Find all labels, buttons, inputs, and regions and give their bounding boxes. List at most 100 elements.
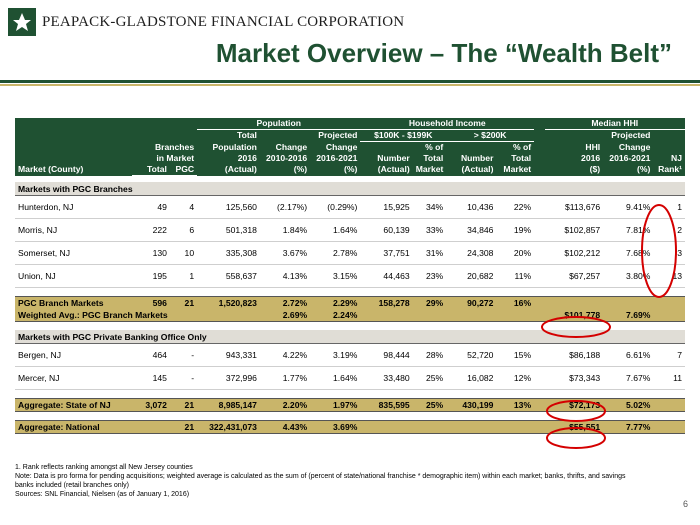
table-cell: 3.15% [310, 264, 361, 288]
table-cell [603, 296, 654, 309]
state-aggregate-row: Aggregate: State of NJ 3,072 21 8,985,147 2.… [15, 398, 685, 412]
table-cell: 37,751 [360, 241, 413, 265]
col-head: (Actual) [197, 164, 260, 176]
table-cell: 7.81% [603, 218, 654, 242]
section-label: Markets with PGC Private Banking Office … [15, 330, 685, 344]
col-head: 2016-2021 [603, 153, 654, 164]
section-header-branches: Markets with PGC Branches [15, 182, 685, 196]
col-head: 2016-2021 [310, 153, 361, 164]
row-label: Weighted Avg.: PGC Branch Markets [15, 309, 260, 322]
table-cell: 322,431,073 [197, 420, 260, 434]
table-cell: 3.67% [259, 241, 311, 265]
table-cell: - [169, 366, 198, 390]
row-label: Somerset, NJ [15, 241, 133, 265]
table-cell: 44,463 [360, 264, 413, 288]
col-head: Population [197, 141, 260, 153]
table-cell [446, 420, 497, 434]
table-cell [360, 420, 413, 434]
col-head: Projected [310, 129, 361, 142]
table-cell: 52,720 [446, 343, 497, 367]
col-head: (Actual) [360, 164, 413, 176]
table-cell: (0.29%) [310, 195, 361, 219]
national-aggregate-row: Aggregate: National 21 322,431,073 4.43% 3.6… [15, 420, 685, 434]
col-head: PGC [169, 164, 198, 176]
table-cell: 558,637 [197, 264, 260, 288]
table-cell: 15,925 [360, 195, 413, 219]
page-title: Market Overview – The “Wealth Belt” [215, 38, 672, 68]
table-cell: 7.68% [603, 241, 654, 265]
table-cell: 10,436 [446, 195, 497, 219]
table-cell: 21 [169, 296, 198, 309]
table-cell: 2.24% [310, 309, 361, 322]
table-cell: 6 [169, 218, 198, 242]
col-head: Change [603, 141, 654, 153]
table-cell: 9.41% [603, 195, 654, 219]
table-cell: 596 [132, 296, 170, 309]
table-row: Morris, NJ 222 6 501,318 1.84% 1.64% 60,139 33%… [15, 218, 685, 242]
table-cell: 24,308 [446, 241, 497, 265]
col-head: (%) [310, 164, 361, 176]
table-cell: 2.29% [310, 296, 361, 309]
table-cell: 1.97% [310, 398, 361, 412]
table-cell: 130 [132, 241, 170, 265]
col-head: Branches [132, 141, 198, 153]
table-cell: 1.64% [310, 366, 361, 390]
table-cell: 90,272 [446, 296, 497, 309]
col-head: (%) [603, 164, 654, 176]
table-cell: 98,444 [360, 343, 413, 367]
section-label: Markets with PGC Branches [15, 182, 685, 196]
table-cell: 16,082 [446, 366, 497, 390]
section-header-private-banking: Markets with PGC Private Banking Office … [15, 330, 685, 344]
col-head: (%) [259, 164, 311, 176]
table-cell [653, 398, 685, 412]
table-row: Somerset, NJ 130 10 335,308 3.67% 2.78% 37,751… [15, 241, 685, 265]
table-cell [412, 420, 447, 434]
table-cell: (2.17%) [259, 195, 311, 219]
table-cell: 7 [653, 343, 685, 367]
weighted-avg-row: Weighted Avg.: PGC Branch Markets 2.69% … [15, 309, 685, 322]
table-cell: 2.78% [310, 241, 361, 265]
table-cell: 34,846 [446, 218, 497, 242]
table-cell: 21 [169, 420, 198, 434]
table-cell: 501,318 [197, 218, 260, 242]
table-cell: 3.69% [310, 420, 361, 434]
table-cell: 158,278 [360, 296, 413, 309]
table-cell: 19% [496, 218, 535, 242]
col-head: in Market [132, 153, 198, 164]
table-cell: 11% [496, 264, 535, 288]
col-head: % of [496, 141, 535, 153]
logo-emblem-icon [8, 8, 36, 36]
footnote-note: Note: Data is pro forma for pending acqu… [15, 473, 626, 489]
col-head: Market (County) [15, 164, 133, 176]
col-head: Change [259, 141, 311, 153]
table-cell: $67,257 [544, 264, 604, 288]
table-cell: 3.19% [310, 343, 361, 367]
table-cell: $55,551 [544, 420, 604, 434]
col-head: Change [310, 141, 361, 153]
table-cell: 464 [132, 343, 170, 367]
table-cell: 33% [412, 218, 447, 242]
table-cell: 2 [653, 218, 685, 242]
table-cell: 60,139 [360, 218, 413, 242]
header-row-3: Branches Population Change Change % of %… [15, 141, 685, 153]
table-cell: 8,985,147 [197, 398, 260, 412]
col-head: NJ [653, 153, 685, 164]
table-cell [496, 420, 535, 434]
col-head: ($) [544, 164, 604, 176]
col-head: Total [132, 164, 170, 176]
table-cell [132, 420, 170, 434]
col-head: Total [496, 153, 535, 164]
table-cell: 29% [412, 296, 447, 309]
table-cell: - [169, 343, 198, 367]
table-cell: 13% [496, 398, 535, 412]
table-cell: 34% [412, 195, 447, 219]
table-cell: 943,331 [197, 343, 260, 367]
header-row-1: Population Household Income Median HHI [15, 118, 685, 130]
company-name: PEAPACK-GLADSTONE FINANCIAL CORPORATION [42, 13, 405, 30]
table-cell: 16% [496, 296, 535, 309]
table-cell: 20% [496, 241, 535, 265]
table-cell: 430,199 [446, 398, 497, 412]
col-head: 2016 [544, 153, 604, 164]
table-cell: 25% [412, 398, 447, 412]
table-cell: 125,560 [197, 195, 260, 219]
